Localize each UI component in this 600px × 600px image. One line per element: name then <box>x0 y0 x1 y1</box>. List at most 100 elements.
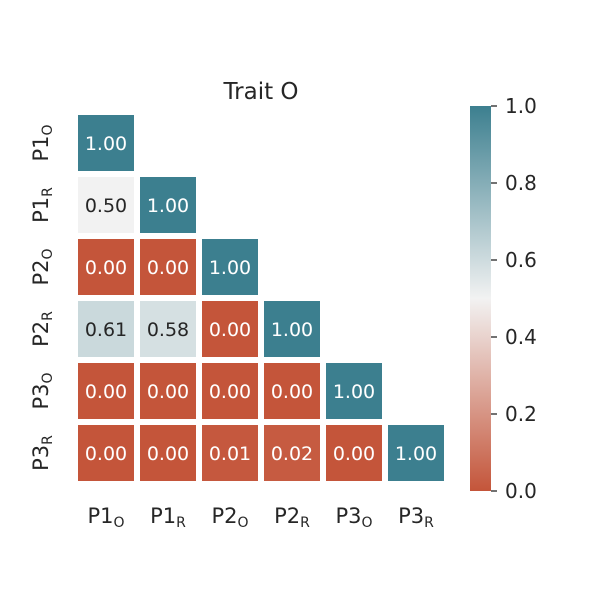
tick-label-subscript: R <box>176 515 186 531</box>
heatmap-cell-label: 0.00 <box>209 319 251 341</box>
chart-title: Trait O <box>222 79 298 105</box>
heatmap-cell-rect <box>78 177 134 233</box>
heatmap-cell-rect <box>202 301 258 357</box>
heatmap-cell: 0.00 <box>202 363 258 419</box>
heatmap-cell-label: 0.00 <box>333 443 375 465</box>
tick-label-base: P1 <box>29 197 53 223</box>
heatmap-cell-rect <box>140 301 196 357</box>
x-tick-label: P3R <box>398 504 434 531</box>
heatmap-cell: 0.00 <box>140 239 196 295</box>
colorbar-tick-label: 0.4 <box>505 325 537 349</box>
heatmap-cell-label: 0.00 <box>147 381 189 403</box>
colorbar: 0.0 0.2 0.4 0.6 0.8 1.0 <box>470 94 537 503</box>
heatmap-cell-rect <box>326 425 382 481</box>
y-tick-label: P3R <box>29 435 56 471</box>
heatmap-cell-rect <box>388 425 444 481</box>
heatmap-cell: 1.00 <box>388 425 444 481</box>
tick-label-base: P1 <box>29 136 53 162</box>
heatmap-cell-label: 0.00 <box>147 443 189 465</box>
colorbar-gradient <box>470 106 491 491</box>
heatmap-cell-label: 0.01 <box>209 443 251 465</box>
y-tick-label: P1R <box>29 187 56 223</box>
heatmap-cell-rect <box>264 425 320 481</box>
heatmap-cell-label: 0.61 <box>85 319 127 341</box>
x-tick-label: P2R <box>274 504 310 531</box>
heatmap-cell: 0.50 <box>78 177 134 233</box>
heatmap-cell-rect <box>78 301 134 357</box>
heatmap-cell: 1.00 <box>202 239 258 295</box>
heatmap-cell: 0.00 <box>326 425 382 481</box>
x-tick-label: P1R <box>150 504 186 531</box>
heatmap-cell-label: 1.00 <box>271 319 313 341</box>
tick-label-base: P2 <box>274 504 300 528</box>
tick-label-subscript: O <box>40 372 56 383</box>
x-tick-label: P3O <box>335 504 372 531</box>
heatmap-cell-label: 0.00 <box>85 257 127 279</box>
tick-label-base: P3 <box>398 504 424 528</box>
colorbar-ticks: 0.0 0.2 0.4 0.6 0.8 1.0 <box>491 94 537 503</box>
tick-label-subscript: O <box>238 515 249 531</box>
heatmap-cell-label: 1.00 <box>333 381 375 403</box>
heatmap-cell: 1.00 <box>264 301 320 357</box>
heatmap-cell: 1.00 <box>78 115 134 171</box>
heatmap-cell-rect <box>140 177 196 233</box>
heatmap-cell-label: 1.00 <box>209 257 251 279</box>
heatmap-cell-rect <box>78 239 134 295</box>
heatmap-cell-label: 1.00 <box>395 443 437 465</box>
tick-label-base: P2 <box>29 260 53 286</box>
heatmap-cell: 0.00 <box>78 363 134 419</box>
heatmap-cell: 0.61 <box>78 301 134 357</box>
colorbar-tick-label: 1.0 <box>505 94 537 118</box>
heatmap-cell-rect <box>78 115 134 171</box>
colorbar-tick-label: 0.6 <box>505 248 537 272</box>
heatmap-cell-rect <box>264 363 320 419</box>
tick-label-subscript: O <box>362 515 373 531</box>
y-tick-label: P2O <box>29 248 56 285</box>
heatmap-cell: 0.01 <box>202 425 258 481</box>
heatmap-cell-rect <box>78 363 134 419</box>
heatmap-cell-rect <box>326 363 382 419</box>
tick-label-base: P3 <box>29 384 53 410</box>
heatmap-cell-label: 0.02 <box>271 443 313 465</box>
tick-label-base: P2 <box>211 504 237 528</box>
tick-label-base: P3 <box>29 445 53 471</box>
heatmap-cell-rect <box>140 425 196 481</box>
tick-label-subscript: R <box>40 187 56 197</box>
colorbar-tick-label: 0.2 <box>505 402 537 426</box>
y-tick-label: P3O <box>29 372 56 409</box>
heatmap-cell: 0.00 <box>78 239 134 295</box>
tick-label-base: P1 <box>87 504 113 528</box>
heatmap-cell-rect <box>202 425 258 481</box>
tick-label-subscript: R <box>40 311 56 321</box>
heatmap-cell: 0.00 <box>140 363 196 419</box>
tick-label-base: P3 <box>335 504 361 528</box>
x-tick-label: P1O <box>87 504 124 531</box>
heatmap-cell-label: 0.00 <box>271 381 313 403</box>
x-tick-label: P2O <box>211 504 248 531</box>
heatmap-cell-rect <box>202 239 258 295</box>
heatmap-cell-label: 0.58 <box>147 319 189 341</box>
y-tick-label: P2R <box>29 311 56 347</box>
heatmap-cell-rect <box>140 363 196 419</box>
heatmap-cell-label: 0.00 <box>209 381 251 403</box>
heatmap-cell-label: 0.00 <box>85 381 127 403</box>
heatmap-cell-rect <box>140 239 196 295</box>
colorbar-tick-label: 0.0 <box>505 479 537 503</box>
heatmap-cell: 0.00 <box>140 425 196 481</box>
tick-label-subscript: R <box>300 515 310 531</box>
heatmap-cell-rect <box>78 425 134 481</box>
heatmap-cells: 1.00 0.50 1.00 0.00 0.00 1.00 0.61 0.58 0.00 1.00… <box>78 115 444 481</box>
heatmap-cell: 0.58 <box>140 301 196 357</box>
tick-label-subscript: O <box>40 248 56 259</box>
tick-label-base: P1 <box>150 504 176 528</box>
tick-label-subscript: R <box>424 515 434 531</box>
tick-label-subscript: R <box>40 435 56 445</box>
heatmap-cell-label: 1.00 <box>147 195 189 217</box>
tick-label-subscript: O <box>40 124 56 135</box>
heatmap-cell: 0.00 <box>202 301 258 357</box>
y-tick-label: P1O <box>29 124 56 161</box>
x-tick-labels: P1O P1R P2O P2R P3O P3R <box>87 504 434 531</box>
tick-label-base: P2 <box>29 321 53 347</box>
heatmap-cell-label: 1.00 <box>85 133 127 155</box>
